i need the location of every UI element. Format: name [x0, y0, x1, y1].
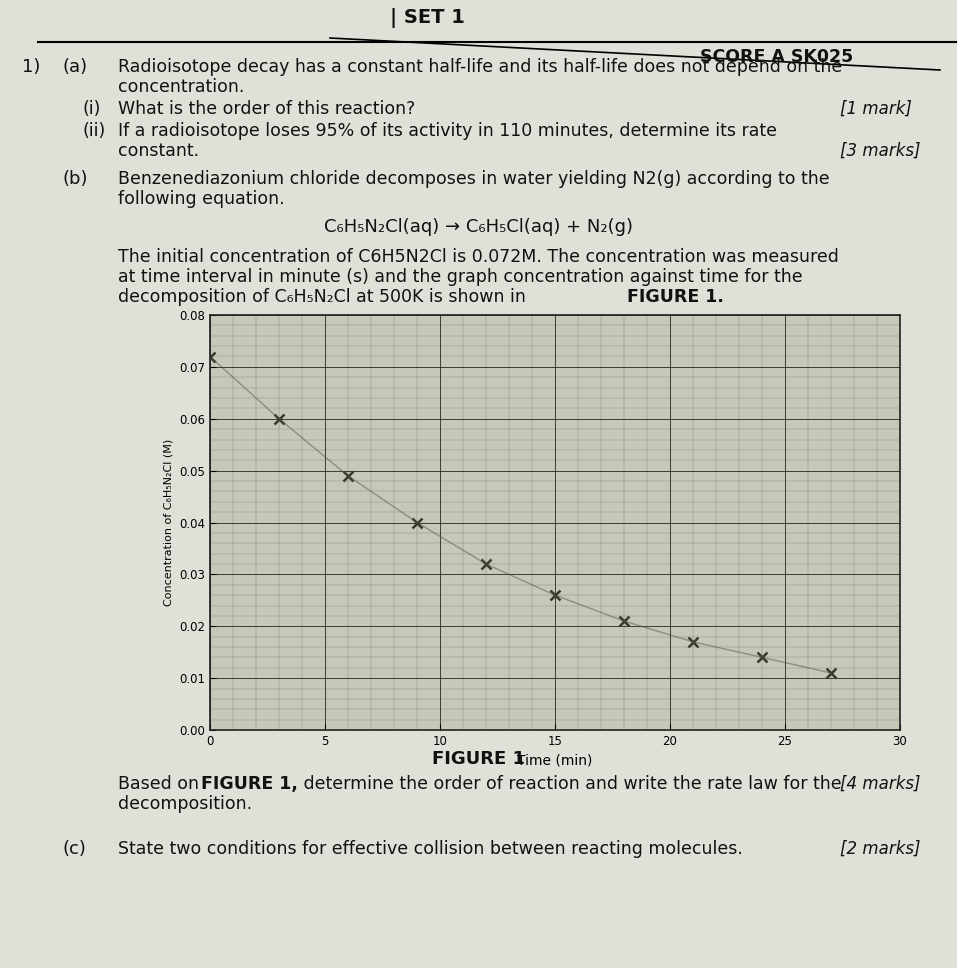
Text: (a): (a) [62, 58, 87, 76]
Text: Benzenediazonium chloride decomposes in water yielding N2(g) according to the: Benzenediazonium chloride decomposes in … [118, 170, 830, 188]
X-axis label: Time (min): Time (min) [518, 753, 592, 768]
Text: What is the order of this reaction?: What is the order of this reaction? [118, 100, 415, 118]
Text: concentration.: concentration. [118, 78, 244, 96]
Text: (i): (i) [82, 100, 100, 118]
Text: decomposition of C₆H₅N₂Cl at 500K is shown in: decomposition of C₆H₅N₂Cl at 500K is sho… [118, 288, 531, 306]
Y-axis label: Concentration of C₆H₅N₂Cl (M): Concentration of C₆H₅N₂Cl (M) [164, 439, 173, 606]
Text: FIGURE 1: FIGURE 1 [432, 750, 524, 768]
Text: C₆H₅N₂Cl(aq) → C₆H₅Cl(aq) + N₂(g): C₆H₅N₂Cl(aq) → C₆H₅Cl(aq) + N₂(g) [323, 218, 633, 236]
Text: Based on: Based on [118, 775, 205, 793]
Text: [3 marks]: [3 marks] [840, 142, 921, 160]
Text: FIGURE 1.: FIGURE 1. [627, 288, 723, 306]
Text: determine the order of reaction and write the rate law for the: determine the order of reaction and writ… [298, 775, 841, 793]
Text: If a radioisotope loses 95% of its activity in 110 minutes, determine its rate: If a radioisotope loses 95% of its activ… [118, 122, 777, 140]
Text: [1 mark]: [1 mark] [840, 100, 912, 118]
Text: State two conditions for effective collision between reacting molecules.: State two conditions for effective colli… [118, 840, 743, 858]
Text: 1): 1) [22, 58, 40, 76]
Text: [4 marks]: [4 marks] [840, 775, 921, 793]
Text: (b): (b) [62, 170, 87, 188]
Text: | SET 1: | SET 1 [390, 8, 465, 28]
Text: constant.: constant. [118, 142, 199, 160]
Text: (c): (c) [62, 840, 86, 858]
Text: (ii): (ii) [82, 122, 105, 140]
Text: Radioisotope decay has a constant half-life and its half-life does not depend on: Radioisotope decay has a constant half-l… [118, 58, 842, 76]
Text: following equation.: following equation. [118, 190, 284, 208]
Text: decomposition.: decomposition. [118, 795, 252, 813]
Text: [2 marks]: [2 marks] [840, 840, 921, 858]
Text: FIGURE 1,: FIGURE 1, [201, 775, 298, 793]
Text: The initial concentration of C6H5N2Cl is 0.072M. The concentration was measured: The initial concentration of C6H5N2Cl is… [118, 248, 839, 266]
Text: at time interval in minute (s) and the graph concentration against time for the: at time interval in minute (s) and the g… [118, 268, 803, 286]
Text: SCORE A SK025: SCORE A SK025 [700, 48, 854, 66]
